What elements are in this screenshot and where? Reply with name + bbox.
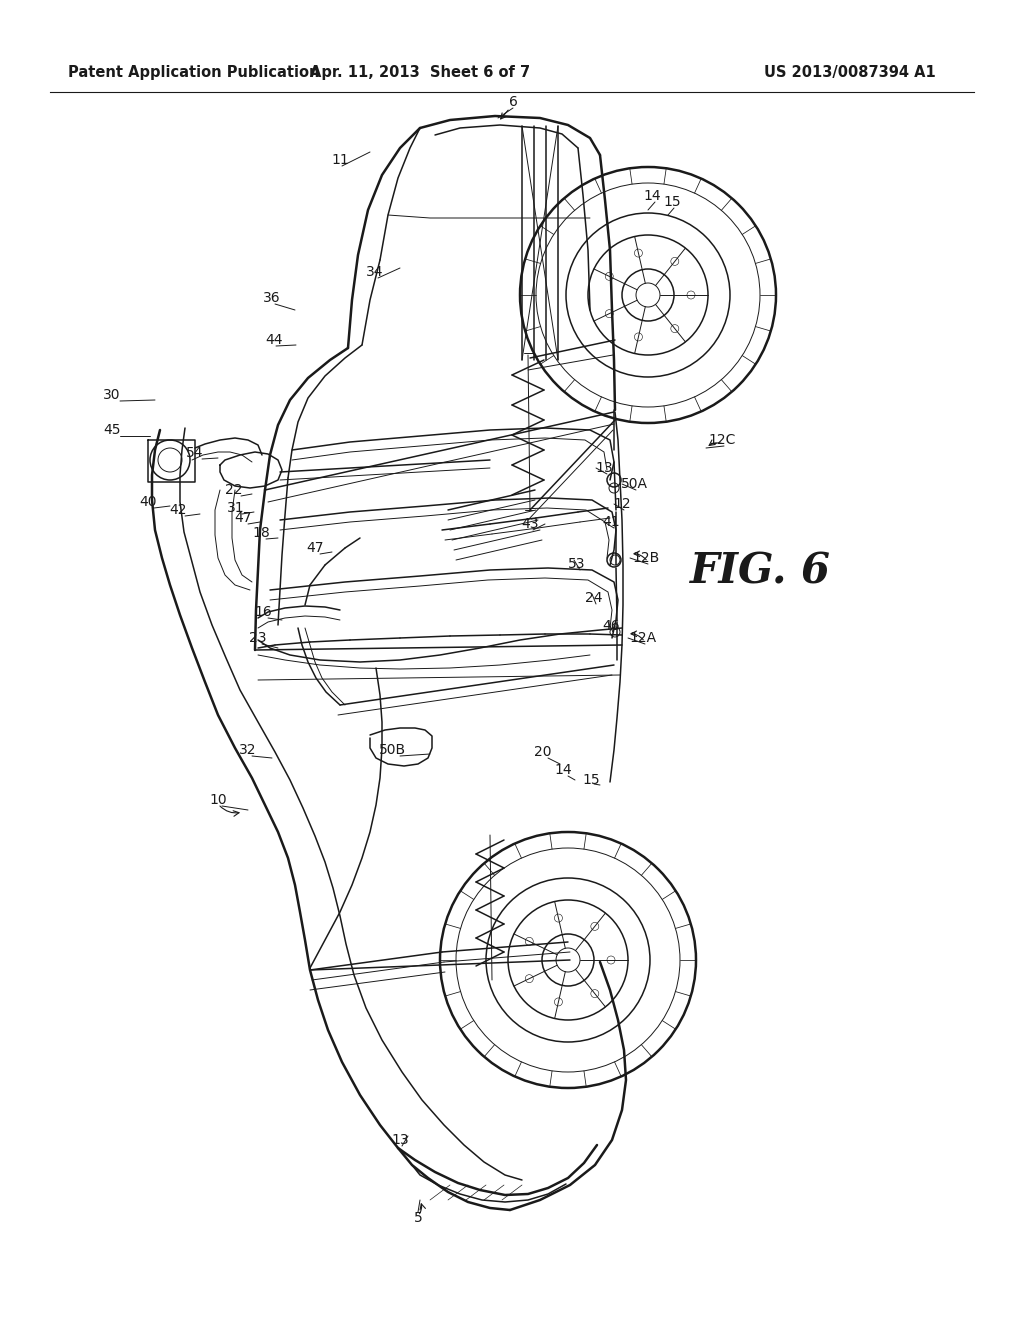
Text: 12: 12 bbox=[613, 498, 631, 511]
Text: 50A: 50A bbox=[621, 477, 647, 491]
Text: 6: 6 bbox=[509, 95, 517, 110]
Text: 16: 16 bbox=[254, 605, 272, 619]
Text: FIG. 6: FIG. 6 bbox=[689, 550, 830, 593]
Text: 42: 42 bbox=[169, 503, 186, 517]
Text: 23: 23 bbox=[249, 631, 266, 645]
Text: 11: 11 bbox=[331, 153, 349, 168]
Text: 40: 40 bbox=[139, 495, 157, 510]
Text: 43: 43 bbox=[521, 517, 539, 531]
Text: Apr. 11, 2013  Sheet 6 of 7: Apr. 11, 2013 Sheet 6 of 7 bbox=[310, 65, 530, 79]
Text: 31: 31 bbox=[227, 502, 245, 515]
Text: 34: 34 bbox=[367, 265, 384, 279]
Text: 53: 53 bbox=[568, 557, 586, 572]
Text: US 2013/0087394 A1: US 2013/0087394 A1 bbox=[764, 65, 936, 79]
Text: Patent Application Publication: Patent Application Publication bbox=[68, 65, 319, 79]
Text: 45: 45 bbox=[103, 422, 121, 437]
Text: 14: 14 bbox=[554, 763, 571, 777]
Text: 24: 24 bbox=[586, 591, 603, 605]
Text: 46: 46 bbox=[602, 619, 620, 634]
Text: 22: 22 bbox=[225, 483, 243, 498]
Text: 47: 47 bbox=[306, 541, 324, 554]
Text: 12C: 12C bbox=[709, 433, 735, 447]
Text: 32: 32 bbox=[240, 743, 257, 756]
Text: 41: 41 bbox=[602, 515, 620, 529]
Text: 5: 5 bbox=[414, 1210, 422, 1225]
Text: 18: 18 bbox=[252, 525, 270, 540]
Text: 36: 36 bbox=[263, 290, 281, 305]
Text: 15: 15 bbox=[664, 195, 681, 209]
Text: 10: 10 bbox=[209, 793, 226, 807]
Text: 14: 14 bbox=[643, 189, 660, 203]
Text: 13: 13 bbox=[595, 461, 612, 475]
Text: 20: 20 bbox=[535, 744, 552, 759]
Text: 13: 13 bbox=[391, 1133, 409, 1147]
Text: 50B: 50B bbox=[380, 743, 407, 756]
Text: 12A: 12A bbox=[630, 631, 656, 645]
Text: 15: 15 bbox=[583, 774, 600, 787]
Text: 12B: 12B bbox=[633, 550, 659, 565]
Text: 47: 47 bbox=[234, 511, 252, 525]
Text: 54: 54 bbox=[186, 446, 204, 459]
Text: 30: 30 bbox=[103, 388, 121, 403]
Text: 44: 44 bbox=[265, 333, 283, 347]
